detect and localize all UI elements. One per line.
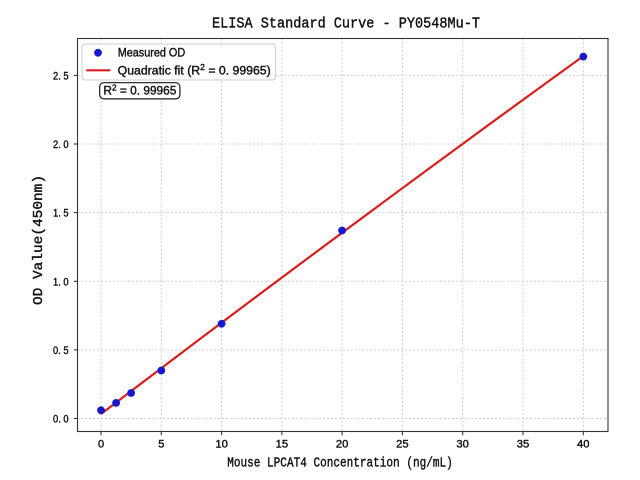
svg-text:40: 40 [577, 439, 590, 451]
svg-text:5: 5 [158, 439, 164, 451]
svg-text:OD Value(450nm): OD Value(450nm) [31, 175, 47, 305]
svg-text:Quadratic fit (R2 = 0. 99965): Quadratic fit (R2 = 0. 99965) [118, 62, 271, 77]
svg-text:Mouse LPCAT4 Concentration (ng: Mouse LPCAT4 Concentration (ng/mL) [227, 456, 453, 472]
svg-text:35: 35 [517, 439, 530, 451]
svg-text:ELISA Standard Curve - PY0548M: ELISA Standard Curve - PY0548Mu-T [212, 16, 480, 33]
svg-text:25: 25 [396, 439, 409, 451]
svg-text:10: 10 [215, 439, 228, 451]
svg-text:1. 5: 1. 5 [53, 208, 69, 220]
svg-text:0: 0 [98, 439, 104, 451]
svg-text:20: 20 [336, 439, 349, 451]
svg-text:30: 30 [456, 439, 469, 451]
svg-text:2. 5: 2. 5 [53, 71, 69, 83]
svg-text:Measured OD: Measured OD [118, 46, 186, 60]
svg-text:0. 5: 0. 5 [53, 345, 69, 357]
svg-text:2. 0: 2. 0 [53, 139, 69, 151]
svg-text:1. 0: 1. 0 [53, 276, 69, 288]
svg-text:R2 = 0. 99965: R2 = 0. 99965 [103, 83, 176, 98]
svg-text:15: 15 [276, 439, 289, 451]
svg-text:0. 0: 0. 0 [53, 414, 69, 426]
